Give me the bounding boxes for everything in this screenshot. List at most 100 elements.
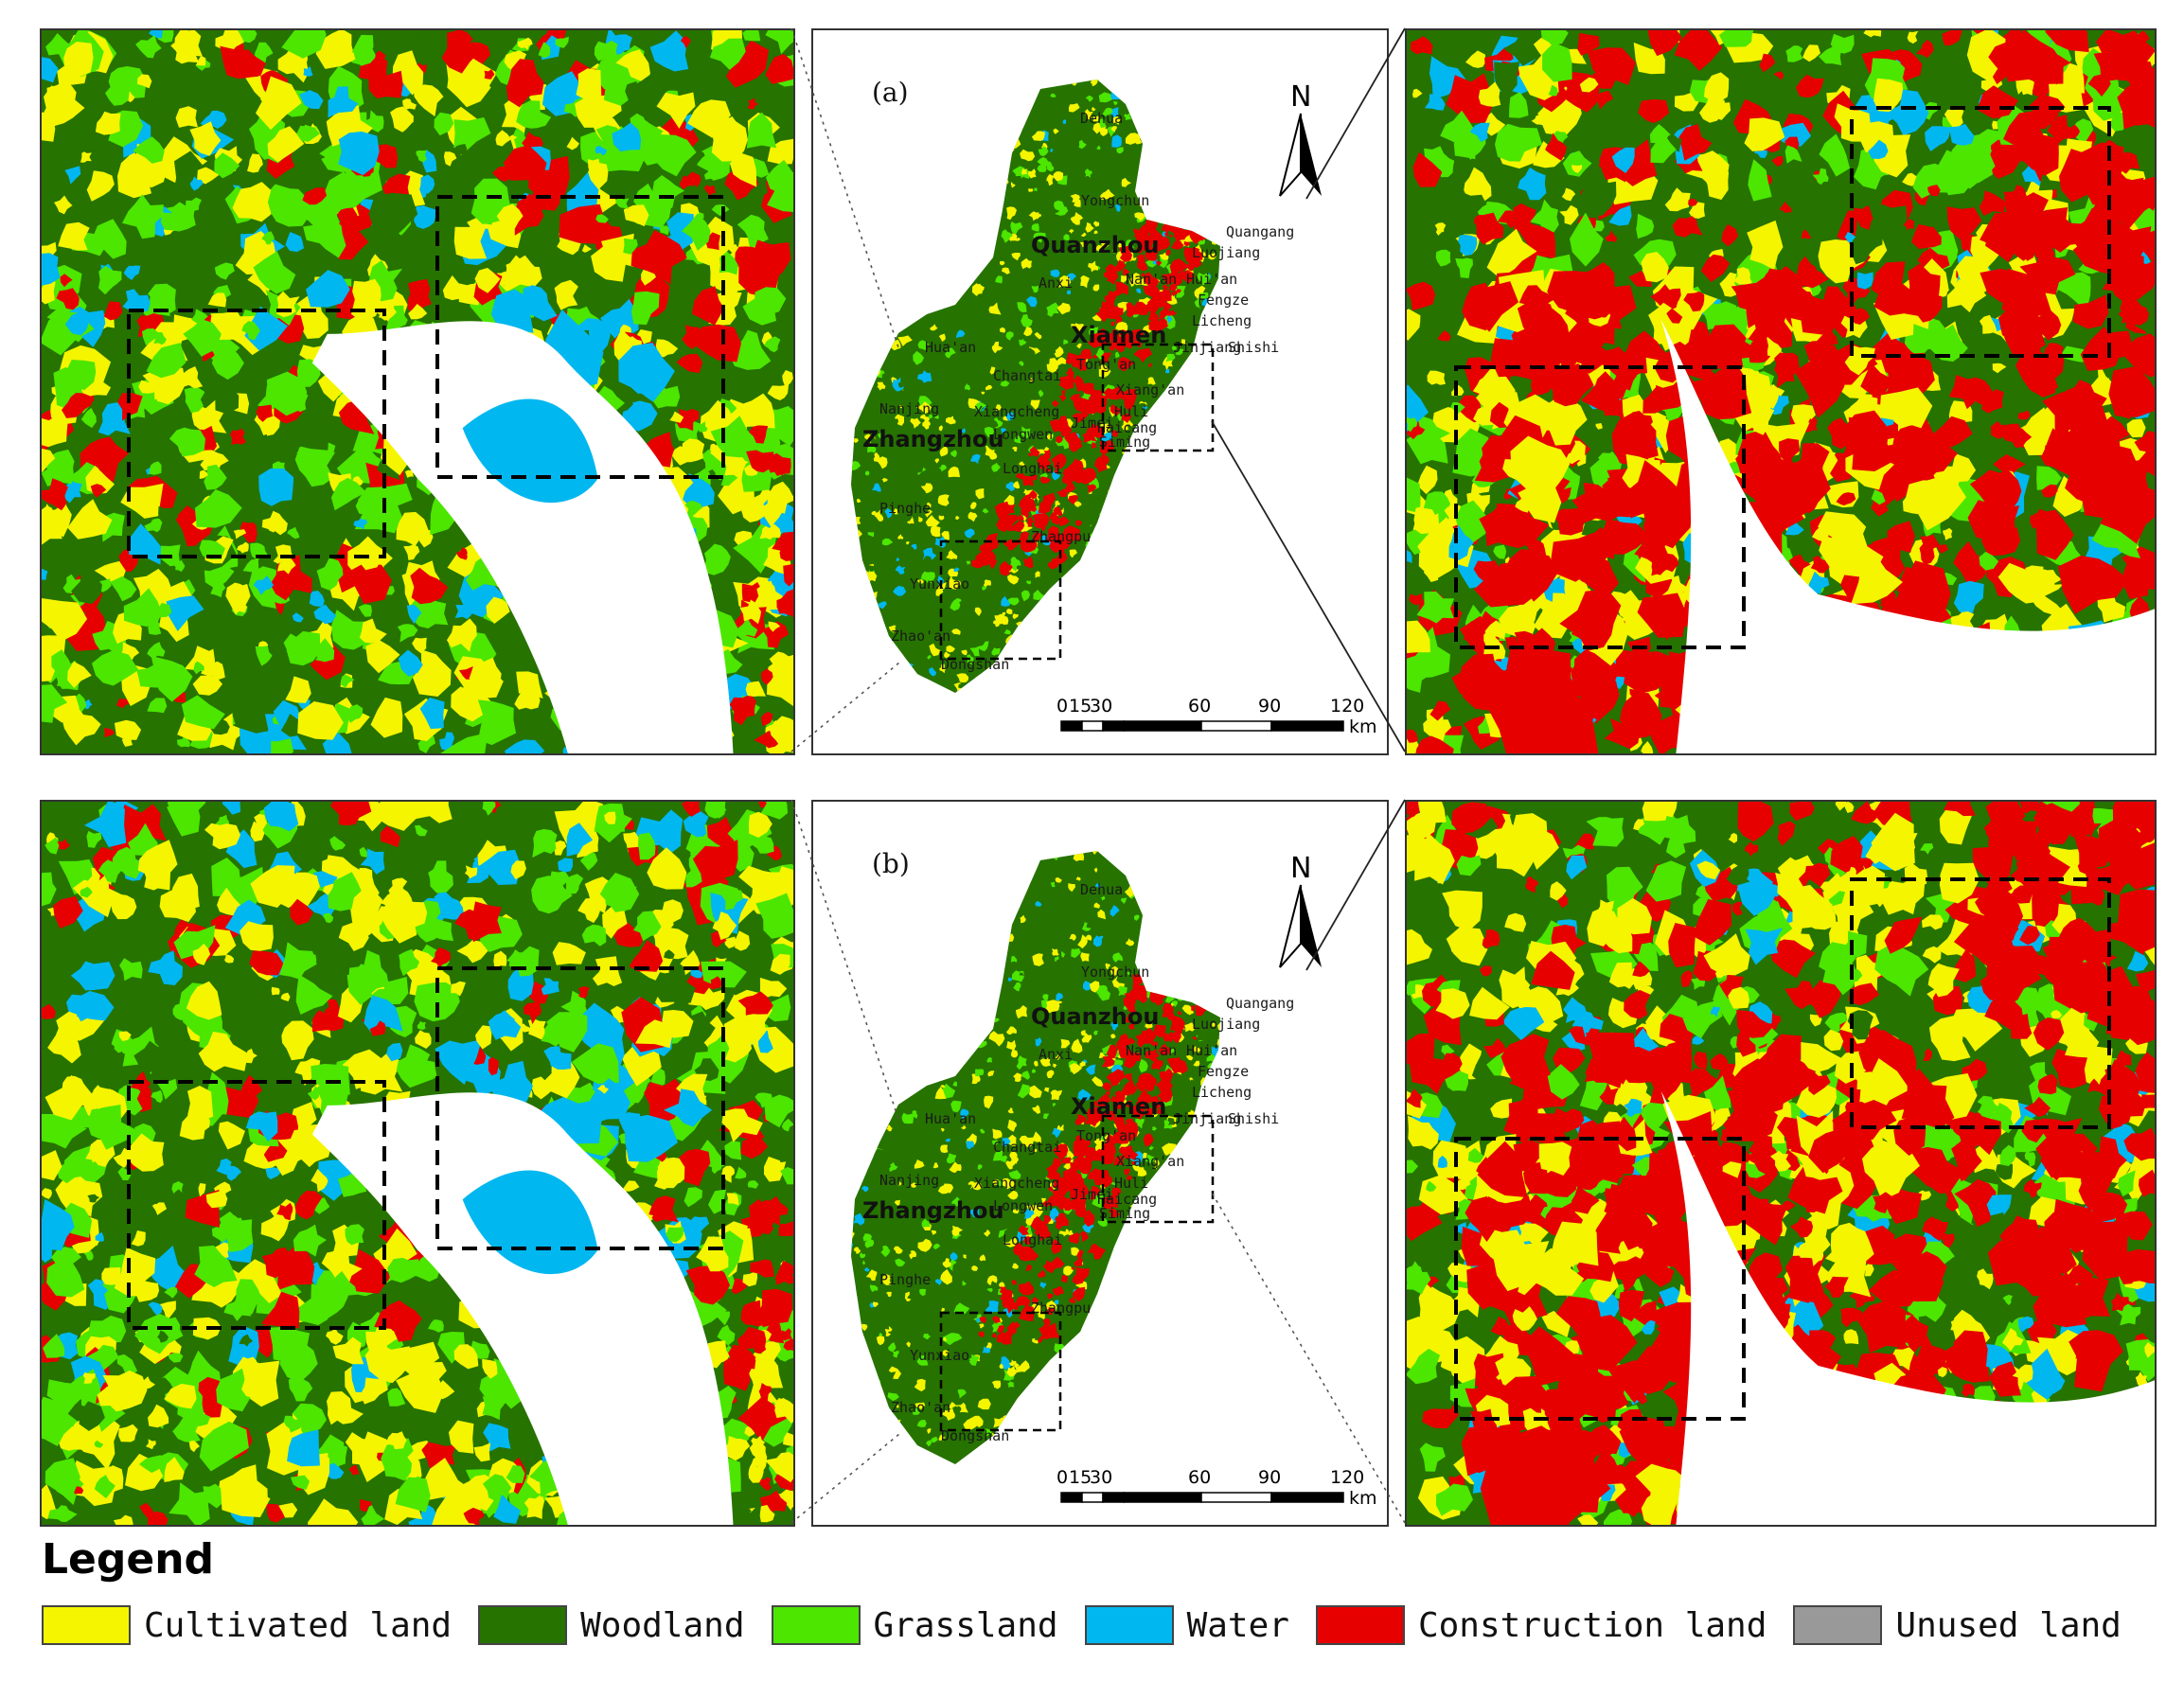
scale-tick-label: 0	[1056, 696, 1068, 717]
place-label-longwen: Longwen	[993, 426, 1053, 443]
place-label-quanzhou: Quanzhou	[1031, 1003, 1159, 1030]
legend-item-cultivated: Cultivated land	[42, 1605, 452, 1645]
scale-tick-label: 120	[1330, 1467, 1364, 1488]
scale-tick-label: 30	[1090, 1467, 1112, 1488]
scale-tick-label: 15	[1069, 1467, 1092, 1488]
place-label-huaan: Hua'an	[925, 1110, 976, 1127]
extent-box-xiamen	[1101, 1114, 1215, 1224]
place-label-fengze: Fengze	[1198, 1063, 1249, 1080]
zoom-right-b	[1405, 800, 2157, 1527]
place-label-yongchun: Yongchun	[1081, 964, 1149, 981]
place-label-pinghe: Pinghe	[879, 500, 931, 517]
place-label-huli: Huli	[1114, 403, 1148, 420]
place-label-changtai: Changtai	[993, 1139, 1061, 1156]
place-label-huli: Huli	[1114, 1175, 1148, 1192]
overview-a: Quanzhou Xiamen Zhangzhou Dehua Yongchun Anxi…	[811, 28, 1389, 755]
place-label-xiangan: Xiang'an	[1116, 381, 1184, 398]
zoom-box-1	[127, 309, 386, 558]
place-label-huian: Hui'an	[1186, 1042, 1237, 1059]
place-label-licheng: Licheng	[1192, 1084, 1252, 1101]
place-label-jimei: Jimei	[1071, 415, 1113, 432]
scale-tick-label: 120	[1330, 696, 1364, 717]
zoom-box-2	[435, 195, 725, 479]
north-arrow-icon: N	[1279, 852, 1322, 968]
place-label-luojiang: Luojiang	[1192, 244, 1260, 261]
zoom-box-2	[1850, 877, 2111, 1129]
place-label-huian: Hui'an	[1186, 271, 1237, 288]
place-label-xiangcheng: Xiangcheng	[974, 1175, 1059, 1192]
place-label-nanjing: Nanjing	[879, 1172, 939, 1189]
place-label-jimei: Jimei	[1071, 1186, 1113, 1203]
place-label-dongshan: Dongshan	[941, 1427, 1009, 1444]
zoom-right-a-map	[1407, 30, 2155, 753]
panel-letter: (a)	[872, 77, 909, 108]
legend-label-woodland: Woodland	[580, 1605, 745, 1645]
place-label-yunxiao: Yunxiao	[910, 575, 969, 593]
legend-label-construction: Construction land	[1417, 1605, 1767, 1645]
place-label-nanan: Nan'an	[1126, 1042, 1177, 1059]
place-label-changtai: Changtai	[993, 367, 1061, 384]
zoom-box-1	[1454, 365, 1746, 649]
place-label-quangang: Quangang	[1226, 223, 1294, 240]
place-label-longhai: Longhai	[1003, 460, 1062, 477]
legend-swatch-woodland	[478, 1605, 568, 1645]
place-label-dehua: Dehua	[1080, 110, 1123, 127]
place-label-quangang: Quangang	[1226, 995, 1294, 1012]
place-label-xiangan: Xiang'an	[1116, 1153, 1184, 1170]
place-label-zhangzhou: Zhangzhou	[862, 1197, 1004, 1224]
place-label-dehua: Dehua	[1080, 881, 1123, 898]
place-label-yongchun: Yongchun	[1081, 192, 1149, 209]
north-arrow-icon: N	[1279, 80, 1322, 197]
scale-tick-label: 0	[1056, 1467, 1068, 1488]
svg-text:N: N	[1290, 852, 1311, 885]
overview-b: Quanzhou Xiamen Zhangzhou Dehua Yongchun Anxi…	[811, 800, 1389, 1527]
place-label-nanjing: Nanjing	[879, 400, 939, 417]
legend-label-unused: Unused land	[1895, 1605, 2122, 1645]
place-label-tongan: Tong'an	[1076, 1127, 1136, 1144]
panel-letter: (b)	[872, 848, 910, 879]
place-label-pinghe: Pinghe	[879, 1271, 931, 1288]
scale-tick-label: 60	[1188, 1467, 1211, 1488]
place-label-nanan: Nan'an	[1126, 271, 1177, 288]
zoom-box-1	[1454, 1137, 1746, 1421]
legend-item-construction: Construction land	[1315, 1605, 1767, 1645]
legend-label-grassland: Grassland	[873, 1605, 1058, 1645]
scale-tick-label: 30	[1090, 696, 1112, 717]
scale-tick-label: 90	[1258, 696, 1281, 717]
legend-item-water: Water	[1084, 1605, 1289, 1645]
place-label-shishi: Shishi	[1228, 1110, 1279, 1127]
zoom-box-1	[127, 1080, 386, 1330]
legend-swatch-cultivated	[42, 1605, 131, 1645]
extent-box-south	[939, 1311, 1062, 1432]
zoom-left-b-map	[42, 802, 793, 1525]
place-label-yunxiao: Yunxiao	[910, 1347, 969, 1364]
scale-unit-label: km	[1349, 717, 1377, 737]
scale-tick-label: 60	[1188, 696, 1211, 717]
zoom-right-b-map	[1407, 802, 2155, 1525]
extent-box-xiamen	[1101, 343, 1215, 452]
place-label-haicang: Haicang	[1097, 419, 1157, 436]
place-label-haicang: Haicang	[1097, 1191, 1157, 1208]
legend-swatch-construction	[1315, 1605, 1405, 1645]
legend-swatch-water	[1084, 1605, 1174, 1645]
svg-text:N: N	[1290, 80, 1311, 114]
place-label-huaan: Hua'an	[925, 339, 976, 356]
place-label-jinjiang: Jinjiang	[1173, 1110, 1241, 1127]
legend-swatch-grassland	[771, 1605, 861, 1645]
legend-swatch-unused	[1793, 1605, 1883, 1645]
zoom-box-2	[1850, 106, 2111, 358]
place-label-quanzhou: Quanzhou	[1031, 232, 1159, 258]
place-label-tongan: Tong'an	[1076, 356, 1136, 373]
place-label-fengze: Fengze	[1198, 292, 1249, 309]
zoom-left-b	[40, 800, 795, 1527]
place-label-zhaoan: Zhao'an	[891, 628, 950, 645]
zoom-right-a	[1405, 28, 2157, 755]
legend-item-woodland: Woodland	[478, 1605, 745, 1645]
extent-box-south	[939, 540, 1062, 661]
legend-label-cultivated: Cultivated land	[144, 1605, 453, 1645]
place-label-dongshan: Dongshan	[941, 656, 1009, 673]
legend-item-grassland: Grassland	[771, 1605, 1058, 1645]
place-label-licheng: Licheng	[1192, 312, 1252, 329]
overview-b-map: QuanzhouXiamenZhangzhouDehuaYongchunAnxi…	[851, 848, 1377, 1509]
